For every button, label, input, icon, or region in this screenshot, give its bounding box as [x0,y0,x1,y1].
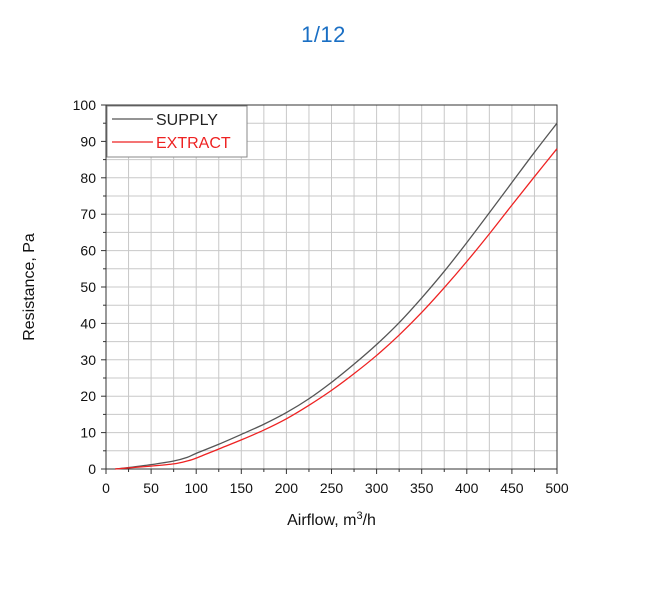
y-tick-label: 60 [80,243,96,259]
x-tick-label: 500 [545,480,569,496]
legend-label-supply: SUPPLY [156,112,218,129]
y-tick-label: 70 [80,206,96,222]
x-tick-label: 200 [275,480,299,496]
y-tick-label: 10 [80,425,96,441]
x-tick-label: 100 [185,480,209,496]
x-tick-label: 50 [143,480,159,496]
series-line-extract [114,148,558,470]
chart-grid [105,104,558,470]
y-tick-label: 50 [80,279,96,295]
y-axis-label: Resistance, Pa [21,233,38,341]
x-tick-label: 450 [500,480,524,496]
legend-box [106,105,248,158]
series-lines [114,122,558,470]
y-tick-label: 0 [88,461,96,477]
x-tick-label: 0 [102,480,110,496]
series-line-supply [114,122,558,470]
x-axis-label: Airflow, m3/h [287,510,376,529]
x-tick-label: 350 [410,480,434,496]
y-tick-label: 30 [80,352,96,368]
legend-label-extract: EXTRACT [156,135,231,152]
y-tick-label: 40 [80,315,96,331]
x-tick-label: 150 [230,480,254,496]
x-tick-label: 300 [365,480,389,496]
axis-ticks: 0 50 100 150 200 250 300 350 400 450 500 0 10 20 30 40 5… [73,97,569,496]
y-tick-label: 80 [80,170,96,186]
legend: SUPPLY EXTRACT [106,105,248,158]
x-tick-label: 250 [320,480,344,496]
y-tick-label: 100 [73,97,97,113]
page-counter: 1/12 [301,22,346,47]
y-tick-label: 90 [80,133,96,149]
y-tick-label: 20 [80,388,96,404]
x-tick-label: 400 [455,480,479,496]
